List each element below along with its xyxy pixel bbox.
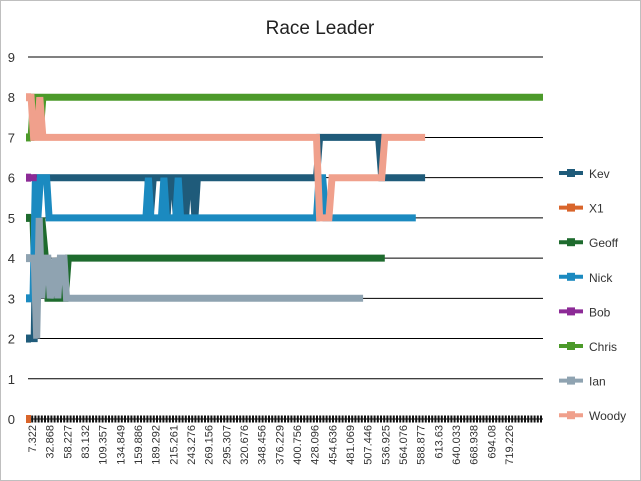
legend-item-ian: Ian [559, 375, 606, 389]
x-tick-label: 481.069 [345, 425, 357, 465]
x-tick-label: 536.925 [380, 425, 392, 465]
legend-label: Ian [589, 375, 606, 389]
legend-marker [567, 342, 575, 350]
legend-label: Woody [589, 409, 626, 423]
series-nick [26, 174, 416, 303]
x-tick-label: 159.886 [133, 425, 145, 465]
grid-layer [28, 56, 543, 420]
legend-item-x1: X1 [559, 202, 604, 216]
x-tick-label: 719.226 [504, 425, 516, 465]
series-bob [26, 173, 37, 182]
series-line-geoff [28, 214, 385, 302]
legend-item-bob: Bob [559, 305, 611, 319]
series-marker-woody [26, 93, 31, 102]
x-tick-label: 564.076 [398, 425, 410, 465]
series-marker-ian [26, 254, 31, 263]
legend: Kev X1 Geoff Nick Bob Chris Ian Woody [559, 167, 626, 423]
legend-label: Kev [589, 167, 610, 181]
x-tick-label: 694.08 [486, 425, 498, 459]
x-tick-label: 400.756 [292, 425, 304, 465]
x-tick-label: 295.307 [221, 425, 233, 465]
legend-item-chris: Chris [559, 340, 617, 354]
legend-label: Bob [589, 305, 611, 319]
x-tick-label: 588.877 [416, 425, 428, 465]
x-tick-label: 58.227 [62, 425, 74, 459]
legend-label: Chris [589, 340, 617, 354]
x-tick-label: 109.357 [98, 425, 110, 465]
x-tick-label: 348.456 [257, 425, 269, 465]
x-tick-label: 454.636 [327, 425, 339, 465]
series-kev [26, 133, 426, 343]
legend-marker [567, 169, 575, 177]
legend-item-nick: Nick [559, 271, 613, 285]
series-ian [26, 217, 364, 339]
series-layer [26, 93, 543, 423]
series-marker-nick [26, 294, 31, 303]
series-line-chris [27, 93, 543, 141]
series-geoff [26, 213, 385, 302]
series-line-ian [28, 217, 364, 339]
legend-label: Nick [589, 271, 613, 285]
x-tick-label: 83.132 [80, 425, 92, 459]
legend-marker [567, 307, 575, 316]
y-tick-label: 3 [8, 291, 15, 306]
x-tick-label: 640.033 [451, 425, 463, 465]
y-tick-label: 2 [8, 332, 15, 347]
x-tick-label: 243.276 [186, 425, 198, 465]
y-tick-label: 0 [8, 412, 15, 427]
x-tick-label: 215.261 [168, 425, 180, 465]
y-tick-label: 7 [8, 130, 15, 145]
legend-item-kev: Kev [559, 167, 610, 181]
y-tick-label: 5 [8, 211, 15, 226]
x-tick-label: 32.868 [45, 425, 57, 459]
x-tick-label: 134.849 [115, 425, 127, 465]
series-line-kev [28, 133, 426, 343]
y-tick-label: 9 [8, 50, 15, 65]
legend-marker [567, 272, 575, 281]
x-tick-label: 507.446 [363, 425, 375, 465]
legend-label: X1 [589, 202, 604, 216]
legend-marker [567, 411, 575, 420]
x-tick-label: 613.63 [433, 425, 445, 459]
x-tick-label: 428.096 [310, 425, 322, 465]
series-line-nick [28, 174, 416, 302]
legend-label: Geoff [589, 236, 619, 250]
y-tick-label: 8 [8, 90, 15, 105]
series-marker-x1 [26, 415, 31, 423]
y-tick-label: 1 [8, 372, 15, 387]
series-marker-geoff [26, 213, 31, 222]
x-tick-layer: 7.322 32.868 58.227 83.132 109.357 134.849 159… [27, 425, 516, 465]
legend-marker [567, 238, 575, 247]
series-marker-bob [26, 173, 31, 182]
series-x1 [26, 415, 543, 423]
x-tick-label: 376.229 [274, 425, 286, 465]
series-marker-kev [26, 334, 31, 343]
series-woody [26, 93, 426, 222]
legend-marker [567, 203, 575, 212]
y-tick-layer: 0 1 2 3 4 5 6 7 8 9 [8, 50, 15, 427]
legend-item-woody: Woody [559, 409, 626, 423]
x-tick-label: 668.938 [469, 425, 481, 465]
x-tick-label: 269.156 [204, 425, 216, 465]
legend-item-geoff: Geoff [559, 236, 619, 250]
series-marker-chris [26, 133, 31, 142]
y-tick-label: 6 [8, 171, 15, 186]
x-tick-label: 320.676 [239, 425, 251, 465]
legend-marker [567, 376, 575, 385]
y-tick-label: 4 [8, 251, 15, 266]
chart-title: Race Leader [266, 18, 375, 39]
x-tick-label: 189.292 [151, 425, 163, 465]
series-line-woody [27, 93, 426, 222]
x-tick-label: 7.322 [27, 425, 39, 453]
